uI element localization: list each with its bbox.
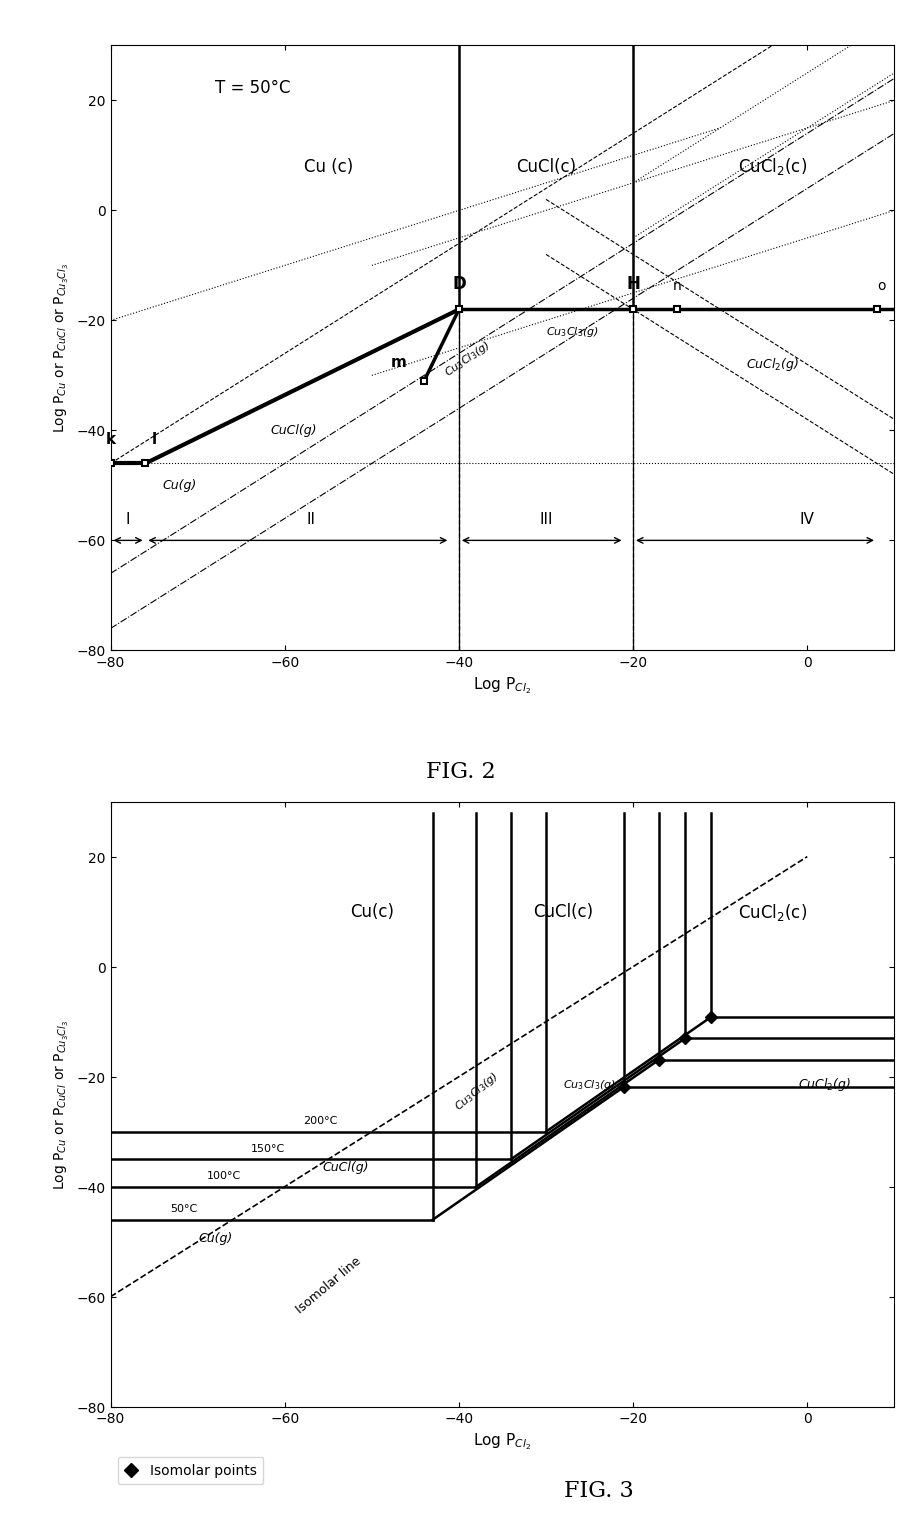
Text: 200°C: 200°C [302,1116,337,1125]
Text: Cu$_3$Cl$_3$(g): Cu$_3$Cl$_3$(g) [563,1078,616,1092]
Text: III: III [539,512,553,528]
Text: 50°C: 50°C [171,1203,197,1214]
Text: Cu$_3$Cl$_3$(g): Cu$_3$Cl$_3$(g) [546,324,599,339]
Text: Isomolar line: Isomolar line [293,1254,363,1316]
Text: CuCl$_2$(c): CuCl$_2$(c) [738,901,807,922]
Text: IV: IV [799,512,815,528]
Text: Cu(g): Cu(g) [198,1232,232,1245]
X-axis label: Log P$_{Cl_2}$: Log P$_{Cl_2}$ [473,676,532,696]
Text: k: k [106,433,115,448]
Text: Cu(g): Cu(g) [163,479,197,492]
Text: Cu$_3$Cl$_3$(g): Cu$_3$Cl$_3$(g) [452,1069,502,1113]
Text: o: o [877,280,885,294]
Text: CuCl$_2$(g): CuCl$_2$(g) [746,356,799,373]
Text: Cu(c): Cu(c) [349,902,394,920]
Text: Cu$_3$Cl$_3$(g): Cu$_3$Cl$_3$(g) [442,338,493,381]
Text: D: D [452,275,466,294]
Text: CuCl(c): CuCl(c) [534,902,594,920]
Text: H: H [626,275,640,294]
Text: Cu (c): Cu (c) [303,157,353,176]
Text: 100°C: 100°C [207,1171,242,1180]
Text: CuCl$_2$(c): CuCl$_2$(c) [738,156,807,177]
Text: FIG. 3: FIG. 3 [564,1480,634,1501]
Text: I: I [125,512,130,528]
Text: T = 50°C: T = 50°C [215,80,290,96]
Text: CuCl(g): CuCl(g) [270,424,317,437]
Text: CuCl(g): CuCl(g) [323,1161,369,1173]
Text: CuCl(c): CuCl(c) [516,157,576,176]
Text: II: II [306,512,315,528]
Y-axis label: Log P$_{Cu}$ or P$_{CuCl}$ or P$_{Cu_3Cl_3}$: Log P$_{Cu}$ or P$_{CuCl}$ or P$_{Cu_3Cl… [53,1020,71,1190]
Text: m: m [391,355,407,370]
Text: l: l [151,433,157,448]
Text: CuCl$_2$(g): CuCl$_2$(g) [798,1076,851,1093]
Y-axis label: Log P$_{Cu}$ or P$_{CuCl}$ or P$_{Cu_3Cl_3}$: Log P$_{Cu}$ or P$_{CuCl}$ or P$_{Cu_3Cl… [53,263,71,433]
Text: n: n [672,280,681,294]
X-axis label: Log P$_{Cl_2}$: Log P$_{Cl_2}$ [473,1431,532,1451]
Text: 150°C: 150°C [251,1144,285,1153]
Legend: Isomolar points: Isomolar points [118,1457,264,1485]
Text: FIG. 2: FIG. 2 [426,761,496,783]
